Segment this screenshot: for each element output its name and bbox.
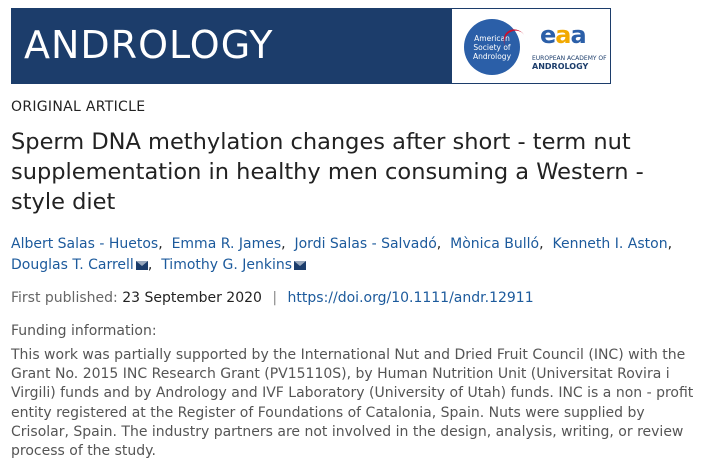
asa-logo-line: Andrology <box>472 51 512 61</box>
author-link[interactable]: Timothy G. Jenkins <box>161 257 293 273</box>
email-icon[interactable] <box>135 261 148 270</box>
eaa-logo-mark: eaa <box>540 21 587 49</box>
author-separator: , <box>147 257 153 273</box>
article-title: Sperm DNA methylation changes after shor… <box>11 129 644 215</box>
author-link[interactable]: Emma R. James <box>171 236 282 252</box>
funding-label: Funding information: <box>11 323 157 339</box>
journal-title: ANDROLOGY <box>24 23 274 67</box>
publication-info: First published: 23 September 2020 | htt… <box>11 289 534 307</box>
author-link[interactable]: Albert Salas ‐ Huetos <box>11 236 159 252</box>
article-type: ORIGINAL ARTICLE <box>11 99 146 115</box>
funding-text: This work was partially supported by the… <box>11 347 694 460</box>
author-separator: , <box>667 236 673 252</box>
first-published-label: First published: <box>11 290 118 306</box>
asa-logo: American Society of Andrology <box>464 19 520 75</box>
doi-link[interactable]: https://doi.org/10.1111/andr.12911 <box>287 290 534 306</box>
eaa-logo-text: EUROPEAN ACADEMY OF ANDROLOGY <box>532 55 608 71</box>
author-link[interactable]: Mònica Bulló <box>450 236 540 252</box>
separator: | <box>272 290 278 306</box>
author-separator: , <box>436 236 442 252</box>
author-link[interactable]: Kenneth I. Aston <box>552 236 668 252</box>
asa-logo-line: American <box>474 33 510 43</box>
eaa-logo-line1: EUROPEAN ACADEMY OF <box>532 55 607 62</box>
author-separator: , <box>281 236 286 252</box>
eaa-logo-line2: ANDROLOGY <box>532 62 589 71</box>
author-separator: , <box>158 236 163 252</box>
author-separator: , <box>539 236 544 252</box>
society-logos: American Society of Andrology eaa EUROPE… <box>451 8 611 84</box>
published-date: 23 September 2020 <box>122 290 262 306</box>
author-link[interactable]: Douglas T. Carrell <box>11 257 134 273</box>
journal-banner[interactable]: ANDROLOGY American Society of Andrology … <box>11 8 611 84</box>
asa-logo-line: Society of <box>473 42 511 52</box>
author-link[interactable]: Jordi Salas ‐ Salvadó <box>294 236 437 252</box>
author-list: Albert Salas ‐ Huetos, Emma R. James, Jo… <box>11 234 691 276</box>
email-icon[interactable] <box>294 261 307 270</box>
